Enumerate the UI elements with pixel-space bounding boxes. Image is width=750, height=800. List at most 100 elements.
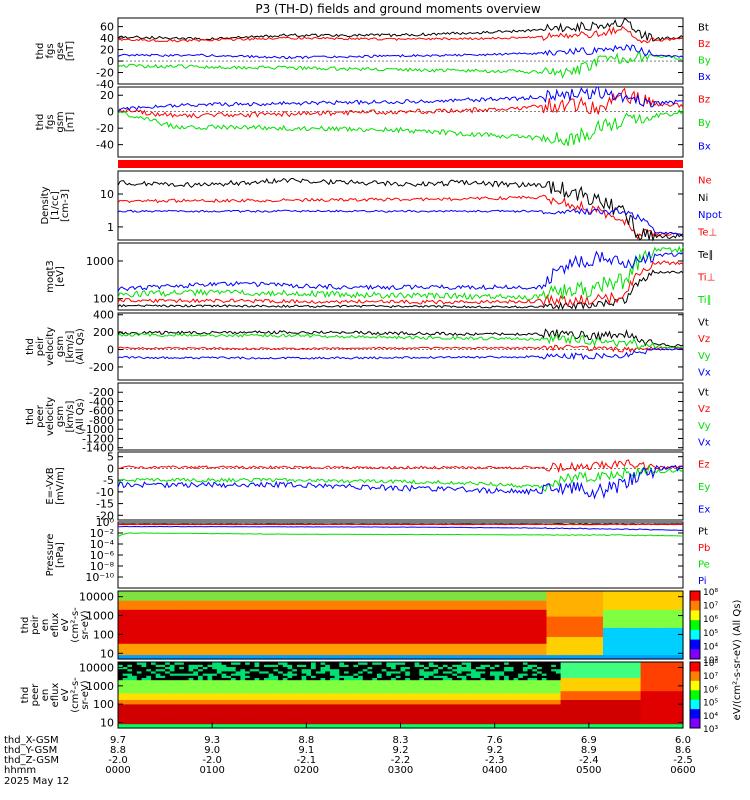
- spectrogram-cell: [240, 703, 246, 707]
- spectrogram-cell: [282, 695, 289, 698]
- spectrogram-cell: [235, 673, 241, 676]
- spectrogram-cell: [348, 656, 354, 660]
- spectrogram-cell: [603, 629, 609, 633]
- spectrogram-cell: [499, 604, 505, 608]
- spectrogram-cell: [461, 638, 467, 642]
- spectrogram-cell: [584, 627, 590, 631]
- spectrogram-cell: [292, 591, 298, 594]
- spectrogram-cell: [668, 649, 675, 653]
- spectrogram-cell: [212, 712, 218, 716]
- spectrogram-cell: [179, 609, 185, 612]
- spectrogram-cell: [640, 620, 646, 624]
- spectrogram-cell: [391, 597, 397, 601]
- spectrogram-cell: [499, 652, 505, 656]
- spectrogram-cell: [645, 609, 651, 612]
- spectrogram-cell: [207, 677, 213, 681]
- spectrogram-cell: [188, 636, 194, 640]
- spectrogram-cell: [268, 625, 274, 628]
- spectrogram-cell: [165, 625, 171, 628]
- spectrogram-cell: [584, 625, 590, 628]
- spectrogram-cell: [400, 652, 406, 656]
- spectrogram-cell: [617, 613, 623, 617]
- spectrogram-cell: [490, 643, 496, 646]
- spectrogram-cell: [198, 697, 204, 700]
- spectrogram-cell: [457, 629, 463, 633]
- spectrogram-cell: [377, 625, 383, 628]
- spectrogram-cell: [301, 595, 307, 599]
- spectrogram-cell: [551, 618, 557, 622]
- spectrogram-cell: [551, 600, 557, 603]
- spectrogram-cell: [306, 611, 312, 615]
- spectrogram-cell: [151, 634, 157, 637]
- spectrogram-cell: [188, 611, 194, 615]
- spectrogram-cell: [518, 615, 524, 619]
- spectrogram-cell: [165, 668, 171, 672]
- spectrogram-cell: [240, 675, 246, 678]
- spectrogram-cell: [315, 627, 322, 631]
- spectrogram-cell: [245, 714, 251, 718]
- spectrogram-cell: [278, 656, 284, 660]
- spectrogram-cell: [141, 677, 147, 681]
- spectrogram-cell: [160, 613, 166, 617]
- spectrogram-cell: [221, 725, 227, 729]
- spectrogram-cell: [664, 636, 670, 640]
- spectrogram-cell: [254, 697, 260, 700]
- spectrogram-cell: [372, 620, 378, 624]
- spectrogram-cell: [245, 690, 251, 694]
- spectrogram-cell: [645, 649, 651, 653]
- spectrogram-cell: [673, 638, 679, 642]
- spectrogram-cell: [292, 684, 298, 687]
- spectrogram-cell: [282, 719, 289, 722]
- spectrogram-cell: [621, 622, 628, 626]
- spectrogram-cell: [391, 606, 397, 610]
- spectrogram-cell: [367, 643, 373, 646]
- spectrogram-cell: [193, 656, 199, 660]
- spectrogram-cell: [603, 640, 609, 644]
- spectrogram-cell: [165, 703, 171, 707]
- spectrogram-cell: [645, 654, 651, 658]
- spectrogram-cell: [381, 649, 387, 653]
- spectrogram-cell: [292, 631, 298, 635]
- spectrogram-cell: [127, 681, 133, 685]
- spectrogram-cell: [419, 627, 425, 631]
- spectrogram-cell: [428, 652, 435, 656]
- spectrogram-cell: [273, 703, 279, 707]
- spectrogram-cell: [273, 692, 279, 696]
- spectrogram-cell: [428, 597, 435, 601]
- spectrogram-cell: [254, 701, 260, 705]
- spectrogram-cell: [560, 600, 566, 603]
- spectrogram-cell: [254, 600, 260, 603]
- spectrogram-cell: [593, 654, 599, 658]
- spectrogram-cell: [118, 712, 124, 716]
- spectrogram-cell: [621, 615, 628, 619]
- spectrogram-cell: [598, 622, 604, 626]
- spectrogram-cell: [188, 673, 194, 676]
- spectrogram-cell: [198, 668, 204, 672]
- spectrogram-cell: [287, 631, 293, 635]
- spectrogram-cell: [287, 622, 293, 626]
- spectrogram-cell: [151, 721, 157, 725]
- spectrogram-cell: [381, 634, 387, 637]
- spectrogram-cell: [452, 625, 458, 628]
- spectrogram-cell: [424, 629, 430, 633]
- spectrogram-cell: [278, 664, 284, 667]
- spectrogram-cell: [259, 712, 265, 716]
- spectrogram-cell: [146, 615, 152, 619]
- spectrogram-cell: [231, 725, 237, 729]
- y-tick-label: 200: [93, 326, 114, 339]
- spectrogram-cell: [273, 701, 279, 705]
- spectrogram-cell: [508, 631, 515, 635]
- spectrogram-cell: [127, 593, 133, 597]
- spectrogram-cell: [400, 604, 406, 608]
- spectrogram-cell: [362, 591, 369, 594]
- spectrogram-cell: [409, 591, 416, 594]
- spectrogram-cell: [273, 668, 279, 672]
- spectrogram-cell: [160, 670, 166, 674]
- spectrogram-cell: [518, 643, 524, 646]
- spectrogram-cell: [231, 611, 237, 615]
- spectrogram-cell: [254, 721, 260, 725]
- spectrogram-cell: [146, 677, 152, 681]
- spectrogram-cell: [282, 662, 289, 665]
- spectrogram-cell: [221, 654, 227, 658]
- spectrogram-cell: [122, 725, 128, 729]
